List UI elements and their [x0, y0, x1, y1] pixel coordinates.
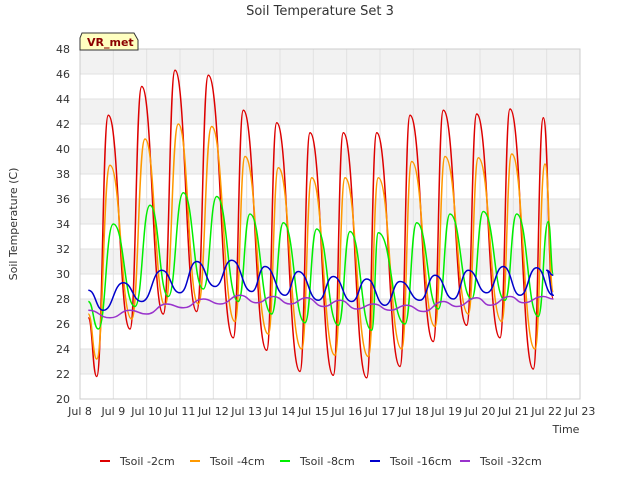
y-axis-title: Soil Temperature (C): [7, 168, 20, 281]
plot-band: [80, 149, 580, 174]
x-tick-label: Jul 13: [230, 405, 262, 418]
legend-label: Tsoil -2cm: [119, 455, 175, 468]
y-tick-label: 20: [56, 393, 70, 406]
x-tick-label: Jul 20: [464, 405, 496, 418]
x-tick-label: Jul 9: [100, 405, 125, 418]
x-tick-label: Jul 8: [67, 405, 92, 418]
y-tick-label: 28: [56, 293, 70, 306]
y-tick-label: 30: [56, 268, 70, 281]
y-tick-label: 40: [56, 143, 70, 156]
x-tick-label: Jul 18: [397, 405, 429, 418]
x-tick-label: Jul 12: [197, 405, 229, 418]
legend-label: Tsoil -8cm: [299, 455, 355, 468]
x-tick-label: Jul 14: [264, 405, 296, 418]
x-axis-title: Time: [552, 423, 580, 436]
series-line-tsoil-32cm: [88, 294, 554, 319]
chart-title: Soil Temperature Set 3: [246, 4, 394, 19]
x-tick-label: Jul 23: [564, 405, 596, 418]
x-tick-label: Jul 15: [297, 405, 329, 418]
y-tick-label: 38: [56, 168, 70, 181]
x-tick-label: Jul 10: [130, 405, 162, 418]
y-tick-label: 46: [56, 68, 70, 81]
y-tick-label: 44: [56, 93, 70, 106]
badge-label: VR_met: [87, 36, 134, 49]
y-tick-label: 48: [56, 43, 70, 56]
y-tick-label: 22: [56, 368, 70, 381]
x-tick-label: Jul 22: [530, 405, 562, 418]
legend-label: Tsoil -4cm: [209, 455, 265, 468]
plot-bands: [80, 49, 580, 374]
legend-label: Tsoil -32cm: [479, 455, 542, 468]
y-tick-label: 36: [56, 193, 70, 206]
x-tick-label: Jul 11: [164, 405, 196, 418]
series-line-tsoil-8cm: [87, 192, 555, 332]
plot-band: [80, 49, 580, 74]
plot-band: [80, 99, 580, 124]
y-tick-label: 24: [56, 343, 70, 356]
x-tick-labels: Jul 8 Jul 9 Jul 10 Jul 11 Jul 12 Jul 13 Jul 14…: [67, 405, 595, 418]
series-lines: [87, 69, 555, 379]
plot-band: [80, 199, 580, 224]
x-tick-label: Jul 16: [330, 405, 362, 418]
y-tick-label: 32: [56, 243, 70, 256]
y-tick-label: 26: [56, 318, 70, 331]
legend-label: Tsoil -16cm: [389, 455, 452, 468]
y-tick-label: 34: [56, 218, 70, 231]
badge-box: [79, 32, 139, 51]
series-line-tsoil-16cm: [88, 259, 555, 312]
legend: Tsoil -2cm Tsoil -4cm Tsoil -8cm Tsoil -16c…: [100, 455, 542, 468]
x-tick-label: Jul 17: [364, 405, 396, 418]
plot-frame: [79, 48, 581, 400]
x-tick-label: Jul 19: [430, 405, 462, 418]
station-badge: VR_met: [79, 32, 139, 51]
y-tick-labels: 20 22 24 26 28 30 32 34 36 38 40 42 44 46 48: [56, 43, 70, 406]
x-tick-label: Jul 21: [497, 405, 529, 418]
y-tick-label: 42: [56, 118, 70, 131]
series-line-tsoil-4cm: [87, 123, 555, 360]
